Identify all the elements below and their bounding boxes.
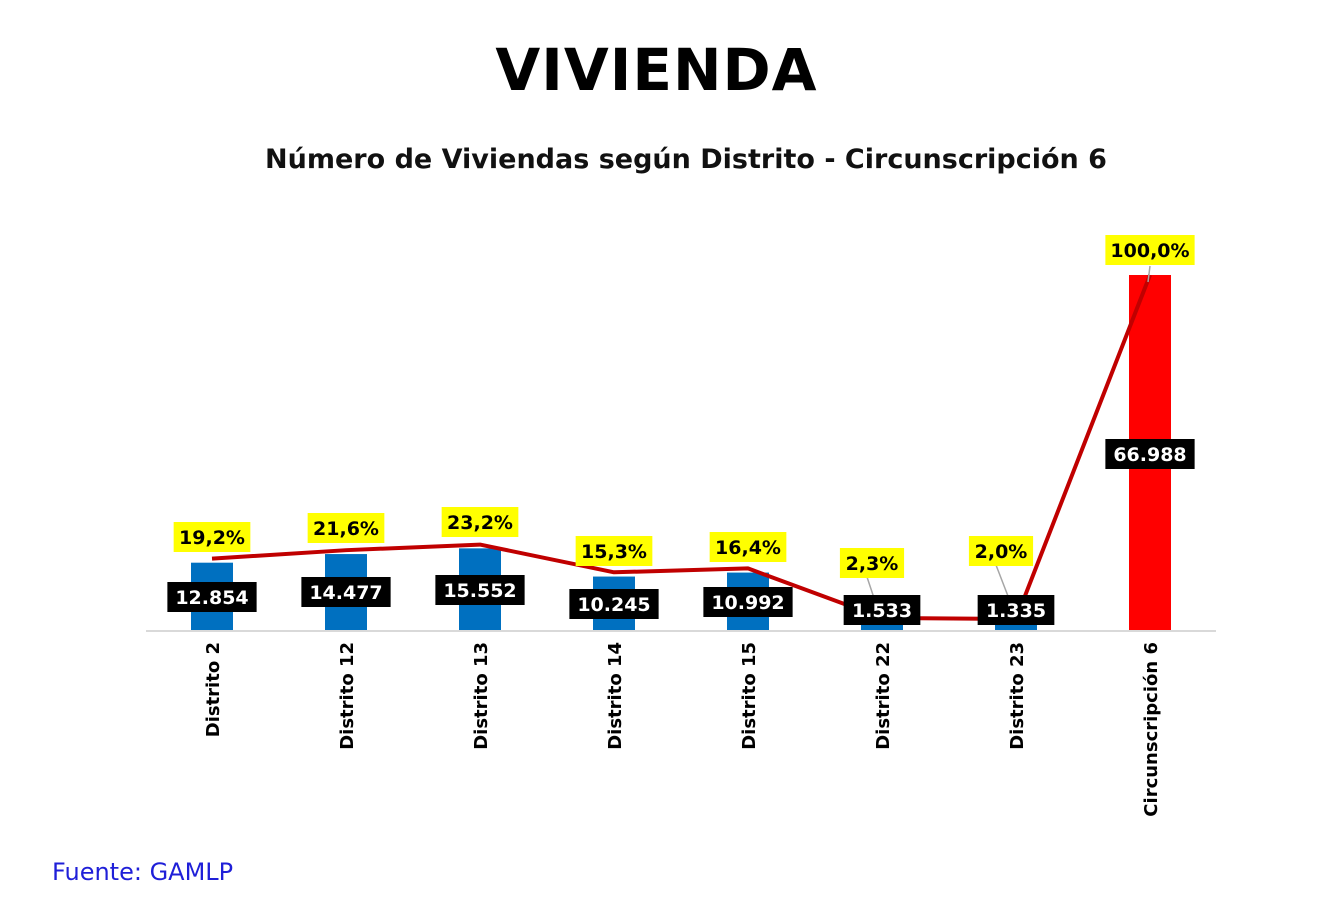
pct-label-box-8 (1105, 235, 1195, 265)
pct-label-3: 23,2% (447, 512, 513, 534)
value-label-box-6 (843, 595, 921, 625)
category-label-3: Distrito 13 (471, 642, 492, 750)
value-label-8: 66.988 (1113, 444, 1186, 466)
value-label-3: 15.552 (443, 580, 516, 602)
category-label-2: Distrito 12 (337, 642, 358, 750)
value-label-box-1 (167, 582, 257, 612)
value-label-2: 14.477 (309, 582, 382, 604)
bar-7 (995, 623, 1037, 631)
category-label-6: Distrito 22 (873, 642, 894, 750)
pct-label-8: 100,0% (1110, 240, 1189, 262)
category-label-1: Distrito 2 (203, 642, 224, 737)
pct-label-box-3 (441, 507, 519, 537)
leader-line-8 (1147, 265, 1151, 283)
chart-title: Número de Viviendas según Distrito - Cir… (265, 144, 1107, 175)
labels-layer: 12.854 14.477 15.552 10.245 10.992 1.533 1.335… (167, 235, 1195, 625)
value-label-box-5 (703, 587, 793, 617)
value-label-box-4 (569, 589, 659, 619)
category-label-8: Circunscripción 6 (1141, 642, 1162, 817)
pct-label-box-4 (575, 536, 653, 566)
category-label-4: Distrito 14 (605, 642, 626, 750)
category-label-7: Distrito 23 (1007, 642, 1028, 750)
page-title: VIVIENDA (495, 36, 818, 104)
pct-label-5: 16,4% (715, 537, 781, 559)
pct-label-6: 2,3% (846, 553, 899, 575)
pct-label-box-1 (173, 522, 251, 552)
pct-label-box-6 (839, 548, 905, 578)
pct-label-2: 21,6% (313, 518, 379, 540)
pct-label-7: 2,0% (975, 541, 1028, 563)
bar-6 (861, 622, 903, 631)
value-label-box-2 (301, 577, 391, 607)
pct-label-box-2 (307, 513, 385, 543)
pct-label-box-7 (968, 536, 1034, 566)
value-label-7: 1.335 (986, 600, 1046, 622)
category-label-5: Distrito 15 (739, 642, 760, 750)
value-label-6: 1.533 (852, 600, 912, 622)
pct-label-4: 15,3% (581, 541, 647, 563)
pct-label-1: 19,2% (179, 527, 245, 549)
value-label-box-7 (977, 595, 1055, 625)
value-label-4: 10.245 (577, 594, 650, 616)
value-label-1: 12.854 (175, 587, 248, 609)
category-labels: Distrito 2 Distrito 12 Distrito 13 Distrito… (203, 642, 1162, 817)
source-note: Fuente: GAMLP (52, 858, 234, 886)
value-label-5: 10.992 (711, 592, 784, 614)
pct-label-box-5 (709, 532, 787, 562)
value-label-box-3 (435, 575, 525, 605)
value-label-box-8 (1105, 439, 1195, 469)
